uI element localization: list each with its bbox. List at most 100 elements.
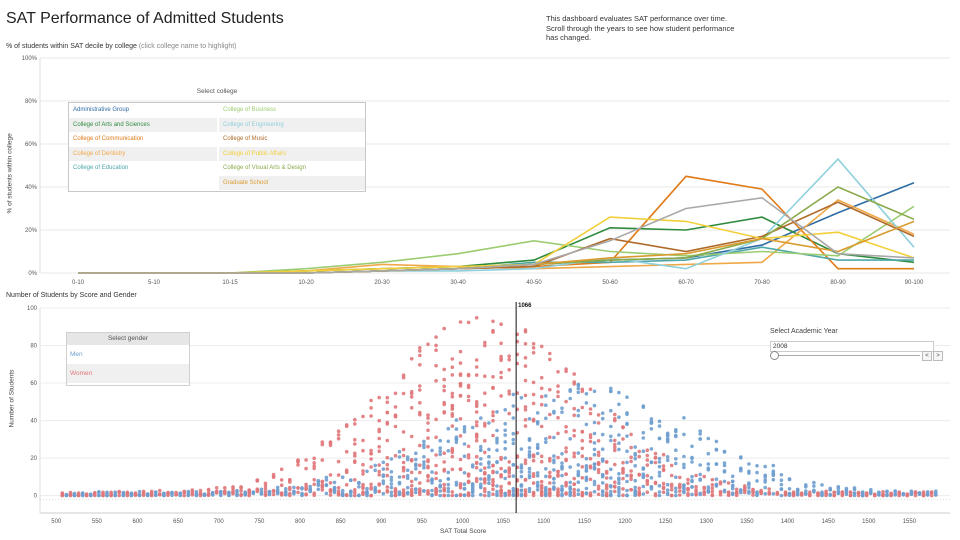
scatter-point-men [373,468,378,473]
scatter-point-women [588,407,593,411]
scatter-point-men [511,462,516,467]
scatter-point-women [361,491,365,496]
scatter-point-men [414,462,418,466]
year-next-button[interactable]: > [933,351,943,361]
scatter-point-men [170,490,174,495]
scatter-point-women [694,473,698,478]
scatter-point-men [609,467,613,472]
scatter-point-men [340,492,345,497]
scatter-point-women [523,342,528,346]
scatter-point-women [409,487,414,492]
scatter-point-men [739,488,743,492]
scatter-point-women [353,488,357,492]
college-legend-item[interactable]: College of Education [73,165,129,171]
gender-legend-item-women[interactable]: Women [67,364,189,383]
scatter-point-men [747,469,751,474]
scatter-point-women [442,326,447,331]
scatter-point-women [393,405,398,409]
college-legend-item[interactable]: College of Engineering [219,117,365,132]
scatter-point-men [812,488,816,493]
scatter-point-men [568,389,572,393]
scatter-point-women [320,480,325,484]
scatter-point-women [694,488,698,492]
scatter-point-men [844,489,849,493]
scatter-point-women [223,490,227,495]
scatter-point-women [328,488,333,492]
scatter-point-men [657,424,662,428]
scatter-point-men [682,416,686,420]
scatter-point-men [479,477,483,481]
scatter-point-men [544,485,548,490]
scatter-point-women [328,481,333,485]
scatter-point-men [438,483,443,487]
college-legend-item[interactable]: College of Arts and Sciences [69,117,217,132]
scatter-point-men [454,493,459,498]
scatter-point-men [657,464,662,469]
scatter-point-men [657,490,662,494]
college-legend-item[interactable]: College of Communication [73,136,144,142]
bottom-y-tick-label: 40 [30,419,37,425]
scatter-point-men [552,409,556,414]
scatter-point-men [617,485,621,490]
scatter-point-men [877,490,881,495]
scatter-point-men [487,465,491,469]
scatter-point-men [560,493,564,498]
scatter-point-men [755,490,759,494]
year-slider-value[interactable]: 2008 [770,341,934,352]
scatter-point-women [572,487,576,492]
scatter-point-men [511,489,516,494]
scatter-point-men [544,394,548,398]
scatter-point-women [353,417,357,422]
scatter-point-women [68,493,73,498]
scatter-point-women [596,413,601,417]
scatter-point-women [474,410,479,414]
scatter-point-men [714,439,719,444]
college-legend-item[interactable]: College of Dentistry [69,146,217,161]
scatter-point-men [519,474,524,479]
scatter-point-men [698,429,702,433]
scatter-point-women [483,472,487,476]
scatter-point-men [698,437,702,441]
scatter-point-men [446,489,451,494]
scatter-point-men [584,456,589,461]
scatter-point-women [491,386,495,390]
bottom-x-tick-label: 1150 [578,519,592,525]
scatter-point-women [539,459,544,464]
scatter-point-men [568,485,572,489]
scatter-point-women [548,491,552,496]
scatter-point-women [873,493,877,498]
college-legend-item[interactable]: College of Music [223,136,268,142]
scatter-point-women [564,425,568,429]
scatter-point-women [588,465,593,470]
scatter-point-women [149,491,154,495]
year-prev-button[interactable]: < [922,351,932,361]
scatter-point-men [592,420,597,425]
scatter-point-women [385,400,390,405]
scatter-point-men [487,477,491,482]
scatter-point-women [369,485,373,490]
scatter-point-women [531,346,536,350]
scatter-point-women [629,445,633,450]
college-legend-item[interactable]: College of Business [223,107,277,113]
scatter-point-men [495,460,499,464]
college-legend-item[interactable]: Administrative Group [73,107,130,113]
scatter-point-women [206,493,211,497]
year-slider-thumb[interactable] [770,351,779,360]
college-legend-item[interactable]: College of Public Affairs [219,146,365,161]
scatter-point-women [548,474,552,478]
scatter-point-men [755,493,759,497]
top-y-tick-label: 100% [22,56,38,62]
scatter-point-men [584,478,589,483]
scatter-point-women [580,429,585,434]
college-legend-item[interactable]: Graduate School [219,175,365,190]
scatter-point-men [909,489,914,493]
scatter-point-women [198,493,203,498]
scatter-point-women [564,491,568,495]
scatter-point-men [698,432,702,436]
scatter-point-men [405,473,410,478]
scatter-point-women [483,438,487,443]
gender-legend-item-men[interactable]: Men [70,351,83,358]
scatter-point-men [389,470,394,474]
college-legend-item[interactable]: College of Visual Arts & Design [223,165,306,171]
year-slider-track[interactable] [772,355,920,356]
